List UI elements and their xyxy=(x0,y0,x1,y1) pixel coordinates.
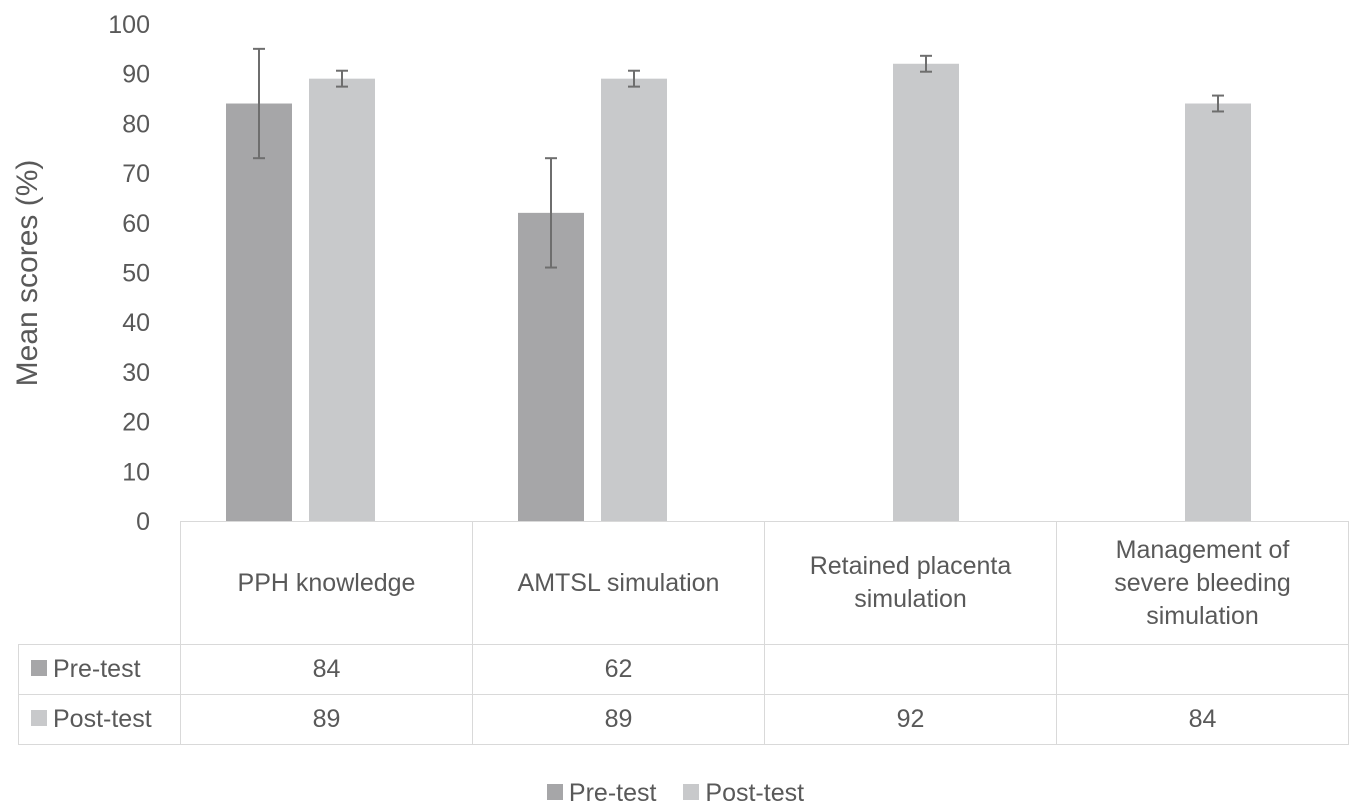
bar-post-test-4 xyxy=(1185,103,1251,522)
value-cell: 89 xyxy=(180,694,473,745)
legend: Pre-test Post-test xyxy=(0,779,1351,808)
legend-item-post-test: Post-test xyxy=(683,779,804,808)
y-tick-label: 80 xyxy=(122,110,150,138)
table-header-row: PPH knowledge AMTSL simulation Retained … xyxy=(18,521,1349,645)
y-tick-label: 70 xyxy=(122,160,150,188)
y-axis-label: Mean scores (%) xyxy=(11,160,44,387)
legend-swatch xyxy=(546,784,563,801)
value-cell xyxy=(1056,644,1349,695)
table-corner xyxy=(18,521,181,645)
legend-item-pre-test: Pre-test xyxy=(546,779,656,808)
bar-post-test-3 xyxy=(893,63,959,521)
category-label: Retained placenta simulation xyxy=(764,521,1057,645)
pre-test-swatch xyxy=(31,660,47,677)
bar-post-test-2 xyxy=(601,78,667,522)
y-tick-label: 10 xyxy=(122,458,150,486)
post-test-swatch xyxy=(31,710,47,727)
y-tick-label: 20 xyxy=(122,409,150,437)
legend-swatch xyxy=(683,784,700,801)
bar-post-test-1 xyxy=(309,78,375,522)
table-row-post-test: Post-test 89 89 92 84 xyxy=(18,694,1349,745)
bars-group xyxy=(226,47,1251,522)
series-name-cell: Post-test xyxy=(18,694,181,745)
value-cell xyxy=(764,644,1057,695)
y-tick-label: 50 xyxy=(122,260,150,288)
y-tick-label: 30 xyxy=(122,359,150,387)
value-cell: 62 xyxy=(472,644,765,695)
y-tick-label: 90 xyxy=(122,61,150,89)
category-label: PPH knowledge xyxy=(180,521,473,645)
value-cell: 84 xyxy=(180,644,473,695)
data-table: PPH knowledge AMTSL simulation Retained … xyxy=(18,521,1349,745)
table-row-pre-test: Pre-test 84 62 xyxy=(18,644,1349,695)
value-cell: 84 xyxy=(1056,694,1349,745)
value-cell: 92 xyxy=(764,694,1057,745)
category-label: Management of severe bleeding simulation xyxy=(1056,521,1349,645)
y-tick-label: 100 xyxy=(108,11,150,39)
bar-pre-test-1 xyxy=(226,103,292,522)
category-label: AMTSL simulation xyxy=(472,521,765,645)
value-cell: 89 xyxy=(472,694,765,745)
series-name-cell: Pre-test xyxy=(18,644,181,695)
y-tick-label: 40 xyxy=(122,309,150,337)
y-tick-label: 60 xyxy=(122,210,150,238)
